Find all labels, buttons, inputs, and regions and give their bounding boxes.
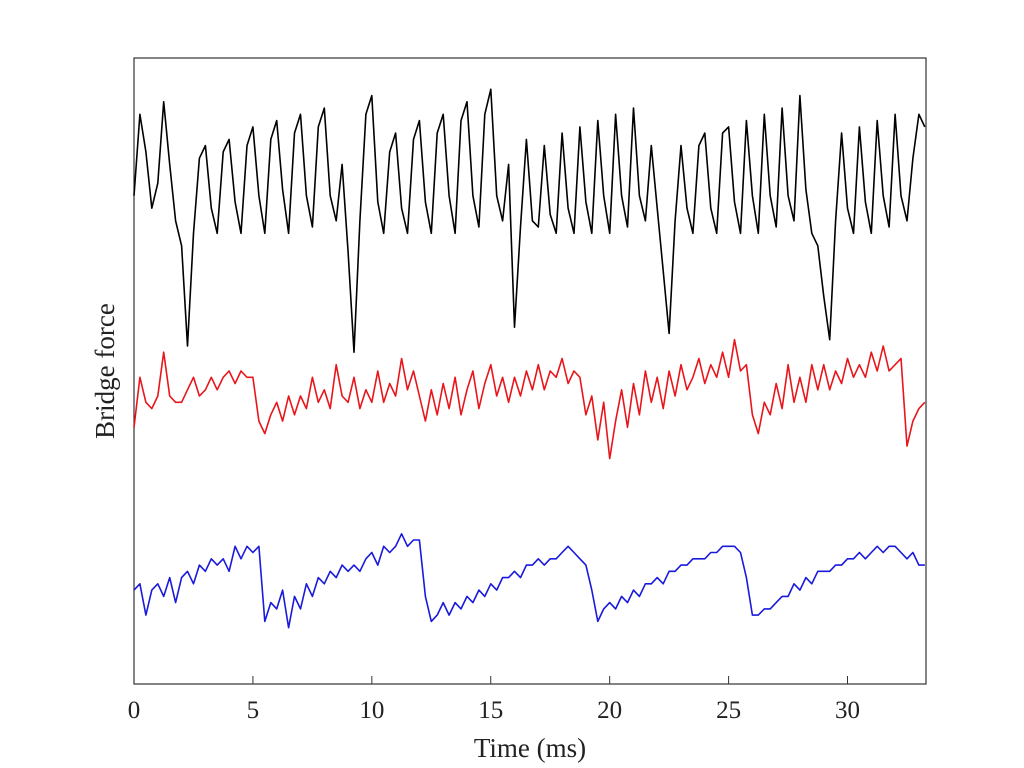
x-tick-label: 0: [128, 697, 141, 724]
x-tick-label: 10: [359, 697, 384, 724]
series-lines: [133, 88, 926, 629]
x-tick-label: 20: [597, 697, 622, 724]
series-line-red-trace: [133, 338, 926, 460]
x-tick-label: 5: [247, 697, 260, 724]
y-axis-label: Bridge force: [90, 303, 120, 439]
series-line-blue-trace: [133, 532, 925, 629]
x-tick-label: 15: [478, 697, 503, 724]
x-tick-label: 25: [716, 697, 741, 724]
x-ticks: 0 5 10 15 20 25 30: [128, 676, 860, 724]
plot-frame: [133, 57, 927, 685]
x-axis-label: Time (ms): [474, 733, 586, 763]
series-line-black-trace: [133, 88, 926, 354]
x-tick-label: 30: [835, 697, 860, 724]
